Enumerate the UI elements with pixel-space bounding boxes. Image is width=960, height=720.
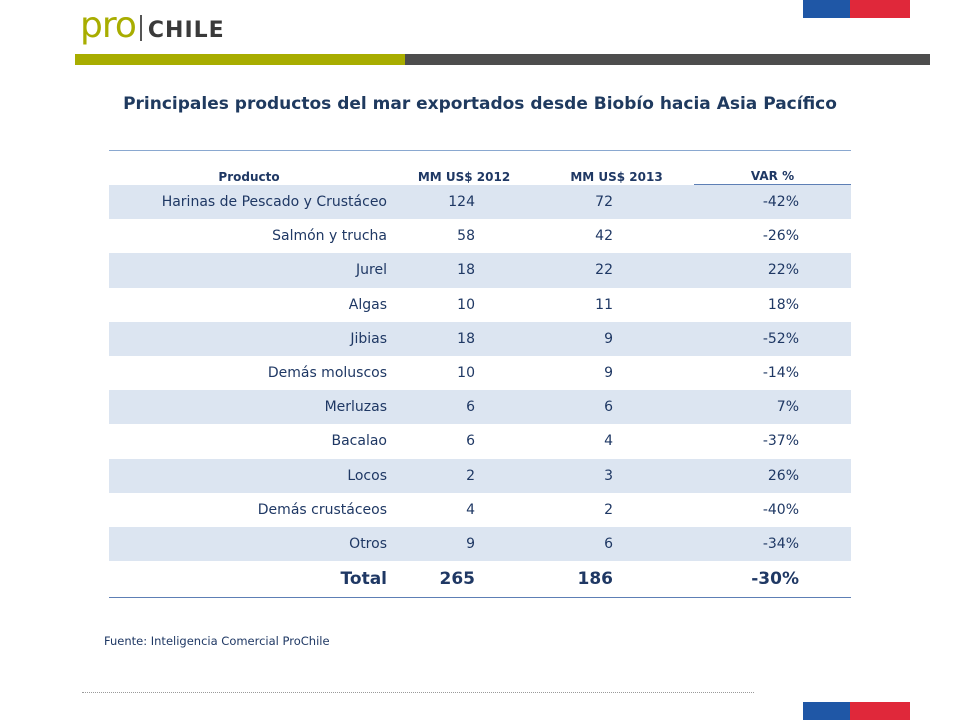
table-row: Algas 10 11 18% — [109, 288, 851, 322]
table-row: Bacalao 6 4 -37% — [109, 424, 851, 458]
cell-2012: 2 — [389, 458, 539, 493]
cell-var: -14% — [762, 365, 799, 382]
footer-dotted-line — [82, 692, 754, 693]
logo-pro-text: pro — [80, 5, 137, 46]
cell-2012: 58 — [457, 228, 475, 245]
flag-red-block — [850, 702, 910, 720]
table-row: Demás crustáceos 4 2 -40% — [109, 493, 851, 527]
cell-producto: Jibias — [109, 321, 389, 356]
cell-2013: 9 — [604, 365, 613, 382]
cell-2012: 10 — [457, 296, 475, 313]
cell-2012: 18 — [389, 321, 539, 356]
table-row: Otros 9 6 -34% — [109, 526, 851, 562]
cell-producto: Otros — [109, 526, 389, 562]
table-row: Jurel 18 22 22% — [109, 253, 851, 288]
cell-var: -42% — [694, 184, 851, 220]
cell-producto: Harinas de Pescado y Crustáceo — [109, 184, 389, 220]
table-row: Demás moluscos 10 9 -14% — [109, 356, 851, 390]
cell-var: 26% — [694, 458, 851, 493]
total-producto: Total — [109, 561, 389, 599]
prochile-logo: pro CHILE — [80, 6, 225, 46]
total-2012: 265 — [389, 561, 539, 599]
total-var: -30% — [694, 561, 851, 599]
header-producto: Producto — [109, 150, 389, 185]
page-title: Principales productos del mar exportados… — [123, 94, 837, 114]
cell-2012: 4 — [466, 501, 475, 518]
cell-producto: Demás crustáceos — [257, 501, 387, 518]
cell-producto: Jurel — [109, 253, 389, 288]
cell-2013: 22 — [539, 253, 694, 288]
cell-producto: Salmón y trucha — [272, 228, 387, 245]
flag-blue-block — [803, 0, 850, 18]
cell-producto: Algas — [348, 296, 387, 313]
cell-2013: 3 — [539, 458, 694, 493]
header-bar-gray — [405, 54, 930, 65]
cell-2012: 6 — [466, 433, 475, 450]
cell-2012: 9 — [389, 526, 539, 562]
flag-blue-block — [803, 702, 850, 720]
total-2013: 186 — [539, 561, 694, 599]
table-total-row: Total 265 186 -30% — [109, 561, 851, 599]
cell-var: -52% — [694, 321, 851, 356]
flag-red-block — [850, 0, 910, 18]
header-bar-green — [75, 54, 405, 65]
table-header-row: Producto MM US$ 2012 MM US$ 2013 VAR % — [109, 150, 851, 185]
cell-var: -40% — [762, 501, 799, 518]
cell-2013: 42 — [595, 228, 613, 245]
flag-stripe-top — [803, 0, 910, 18]
header-2012: MM US$ 2012 — [389, 150, 539, 185]
cell-var: -34% — [694, 526, 851, 562]
header-2013: MM US$ 2013 — [539, 150, 694, 185]
cell-2012: 18 — [389, 253, 539, 288]
table-row: Locos 2 3 26% — [109, 458, 851, 493]
cell-2012: 124 — [389, 184, 539, 220]
cell-var: -37% — [762, 433, 799, 450]
cell-producto: Merluzas — [109, 390, 389, 425]
cell-2013: 9 — [539, 321, 694, 356]
cell-2013: 11 — [595, 296, 613, 313]
cell-var: -26% — [762, 228, 799, 245]
logo-separator — [139, 15, 142, 41]
cell-producto: Demás moluscos — [267, 365, 387, 382]
cell-2012: 10 — [457, 365, 475, 382]
cell-producto: Bacalao — [331, 433, 388, 450]
cell-2013: 2 — [604, 501, 613, 518]
cell-2013: 4 — [604, 433, 613, 450]
header-var: VAR % — [694, 150, 851, 185]
cell-2013: 6 — [539, 390, 694, 425]
logo-chile-text: CHILE — [147, 18, 225, 43]
cell-var: 22% — [694, 253, 851, 288]
table-row: Jibias 18 9 -52% — [109, 321, 851, 356]
cell-var: 18% — [767, 296, 799, 313]
cell-2013: 72 — [539, 184, 694, 220]
table-row: Salmón y trucha 58 42 -26% — [109, 219, 851, 253]
table-row: Harinas de Pescado y Crustáceo 124 72 -42% — [109, 184, 851, 220]
cell-var: 7% — [694, 390, 851, 425]
flag-stripe-bottom — [803, 702, 910, 720]
table-row: Merluzas 6 6 7% — [109, 390, 851, 425]
exports-table: Producto MM US$ 2012 MM US$ 2013 VAR % H… — [109, 150, 851, 599]
cell-producto: Locos — [109, 458, 389, 493]
cell-2012: 6 — [389, 390, 539, 425]
cell-2013: 6 — [539, 526, 694, 562]
source-note: Fuente: Inteligencia Comercial ProChile — [104, 634, 330, 648]
